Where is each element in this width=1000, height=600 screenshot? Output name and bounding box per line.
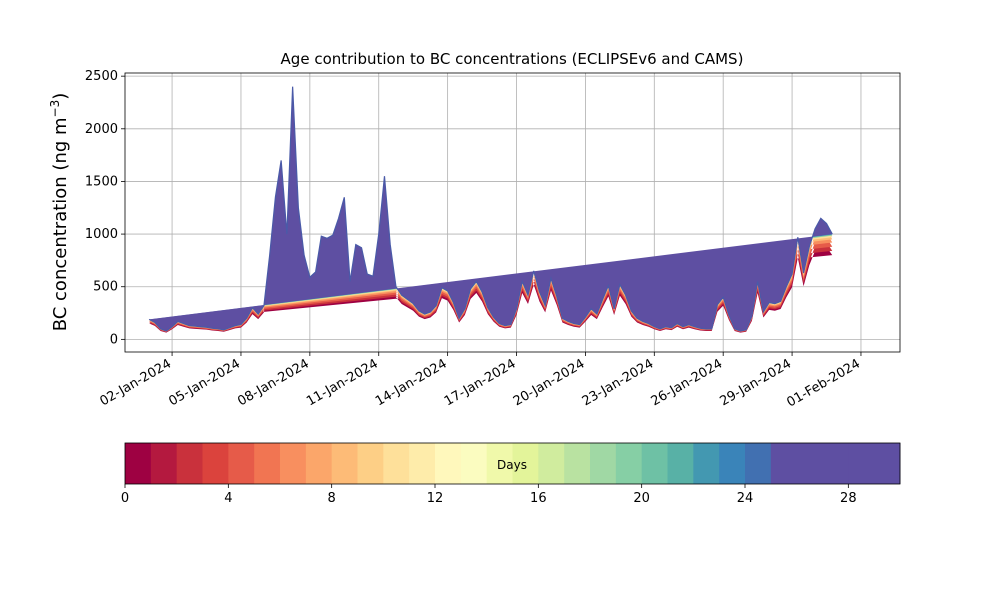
- y-tick-label: 1000: [85, 227, 118, 242]
- colorbar-bin: [512, 443, 539, 484]
- colorbar-bin: [228, 443, 255, 484]
- colorbar-tick-label: 4: [224, 491, 232, 506]
- x-axis: 02-Jan-202405-Jan-202408-Jan-202411-Jan-…: [97, 352, 863, 410]
- plot-area: 0 500 1000 1500 2000 2500 02-Jan-202405-Jan-2…: [85, 69, 901, 410]
- colorbar-tick-label: 0: [121, 491, 129, 506]
- x-tick-label: 23-Jan-2024: [580, 356, 657, 409]
- colorbar-bin: [745, 443, 772, 484]
- colorbar-bin: [538, 443, 565, 484]
- colorbar-bin: [564, 443, 591, 484]
- colorbar-bin: [874, 443, 901, 484]
- x-tick-label: 29-Jan-2024: [717, 356, 794, 409]
- colorbar-bin: [176, 443, 203, 484]
- y-axis: 0 500 1000 1500 2000 2500: [85, 69, 125, 347]
- colorbar-bin: [254, 443, 281, 484]
- colorbar-tick-label: 20: [633, 491, 650, 506]
- colorbar-tick-label: 16: [530, 491, 547, 506]
- x-tick-label: 26-Jan-2024: [649, 356, 726, 409]
- colorbar-bin: [305, 443, 333, 484]
- colorbar-bin: [693, 443, 720, 484]
- colorbar-bin: [460, 443, 488, 484]
- chart-title: Age contribution to BC concentrations (E…: [281, 50, 744, 68]
- x-tick-label: 02-Jan-2024: [97, 356, 174, 409]
- x-tick-label: 17-Jan-2024: [442, 356, 519, 409]
- colorbar-bin: [150, 443, 178, 484]
- colorbar-bin: [719, 443, 746, 484]
- x-tick-label: 11-Jan-2024: [304, 356, 381, 409]
- colorbar-bin: [357, 443, 384, 484]
- colorbar-tick-label: 12: [427, 491, 444, 506]
- y-tick-label: 1500: [85, 174, 118, 189]
- colorbar-bin: [770, 443, 798, 484]
- colorbar-tick-label: 8: [328, 491, 336, 506]
- x-tick-label: 14-Jan-2024: [373, 356, 450, 409]
- colorbar-bin: [667, 443, 694, 484]
- colorbar-bin: [409, 443, 436, 484]
- colorbar-bin: [383, 443, 410, 484]
- y-tick-label: 2000: [85, 122, 118, 137]
- plot-frame: [124, 72, 901, 353]
- colorbar-tick-label: 24: [737, 491, 754, 506]
- y-axis-label: BC concentration (ng m−3): [48, 93, 71, 332]
- colorbar-bin: [590, 443, 617, 484]
- y-tick-label: 0: [110, 332, 118, 347]
- colorbar-tick-label: 28: [840, 491, 857, 506]
- colorbar-bin: [641, 443, 668, 484]
- x-tick-label: 08-Jan-2024: [235, 356, 312, 409]
- colorbar-bin: [848, 443, 875, 484]
- y-tick-label: 2500: [85, 69, 118, 84]
- colorbar-frame: [124, 442, 901, 485]
- age-band-area: [148, 86, 833, 332]
- area-series: [148, 86, 833, 333]
- colorbar-bin: [615, 443, 643, 484]
- x-tick-label: 01-Feb-2024: [784, 356, 863, 410]
- colorbar-bin: [331, 443, 358, 484]
- colorbar-label: Days: [497, 458, 527, 472]
- colorbar-bin: [125, 443, 152, 484]
- colorbar-bin: [796, 443, 823, 484]
- colorbar: 0 4 8 12 16 20 24 28: [121, 442, 901, 506]
- x-tick-label: 20-Jan-2024: [511, 356, 588, 409]
- colorbar-bin: [435, 443, 462, 484]
- colorbar-bin: [202, 443, 229, 484]
- colorbar-bin: [822, 443, 849, 484]
- y-tick-label: 500: [93, 280, 118, 295]
- x-tick-label: 05-Jan-2024: [166, 356, 243, 409]
- colorbar-bin: [280, 443, 307, 484]
- colorbar-bin: [486, 443, 513, 484]
